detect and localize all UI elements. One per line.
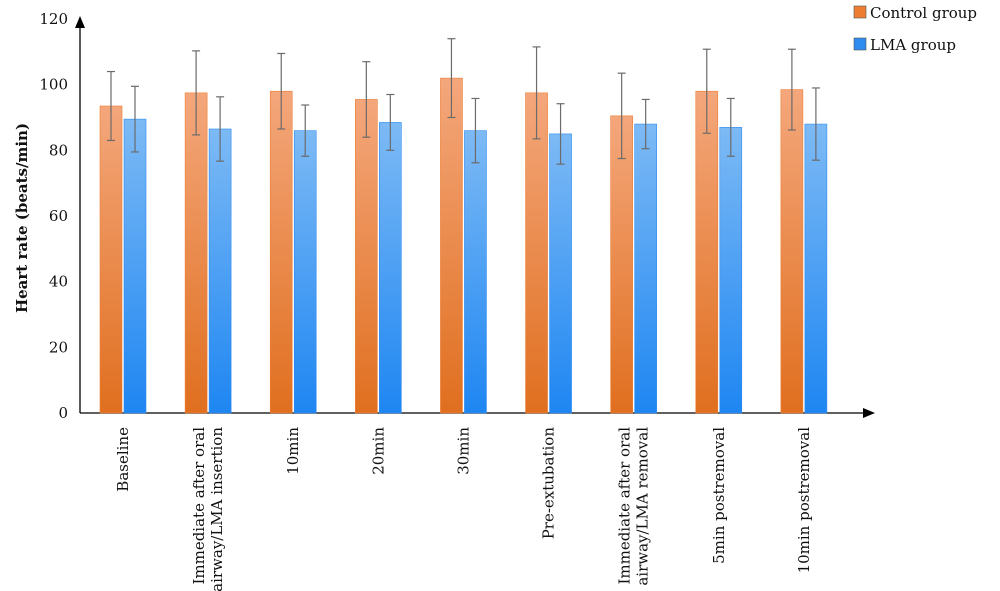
control-group-bar [184,92,208,414]
control-group-bar [780,89,804,414]
lma-group-error-bar [471,97,480,164]
x-category-label-line: airway/LMA insertion [208,427,226,591]
control-group-bar [610,115,633,414]
x-category-label-line: 30min [454,427,472,475]
y-tick-label: 40 [49,273,68,291]
x-category-label-line: Immediate after oral [616,427,634,585]
lma-group-bar [379,122,402,414]
x-category-label-line: 5min postremoval [710,427,728,564]
lma-group-bar [293,130,317,414]
x-category-label-line: Immediate after oral [190,427,208,585]
x-category-label: Immediate after oralairway/LMA removal [616,427,652,586]
lma-group-error-bar [386,93,395,151]
control-group-error-bar [192,50,201,136]
lma-group-bar [123,118,147,414]
error-bars [107,38,820,165]
y-tick-label: 0 [58,404,68,422]
x-category-label-line: Baseline [114,427,132,492]
y-tick-label: 80 [49,141,68,159]
x-category-label: 10min [284,427,302,475]
control-group-bar [355,99,378,414]
x-category-label-line: 10min [284,427,302,475]
x-category-label: Baseline [114,427,132,492]
x-category-label: Immediate after oralairway/LMA insertion [190,427,226,591]
y-axis-arrow [75,16,85,28]
control-group-error-bar [617,72,626,160]
x-category-label-line: 20min [369,427,387,475]
x-category-label-line: 10min postremoval [795,427,813,574]
legend-label-control: Control group [870,4,977,22]
x-category-label-line: Pre-extubation [540,427,558,540]
control-group-bar [99,105,123,414]
x-category-label: 5min postremoval [710,427,728,564]
control-group-bar [525,92,548,414]
lma-group-error-bar [811,87,820,161]
legend-swatch-control [853,5,867,19]
legend-label-lma: LMA group [870,36,956,54]
x-category-label: 20min [369,427,387,475]
lma-group-bar [804,123,828,414]
y-axis [75,16,85,413]
control-group-bar [695,90,719,414]
x-category-label: 30min [454,427,472,475]
control-group-bar [269,90,293,414]
control-group-bar [440,77,463,414]
lma-group-error-bar [726,97,735,157]
x-category-label-line: airway/LMA removal [634,427,652,586]
lma-group-error-bar [301,104,310,157]
control-group-error-bar [107,70,115,142]
y-tick-label: 100 [39,76,68,94]
lma-group-error-bar [131,85,139,153]
control-group-error-bar [447,38,456,119]
legend-swatch-lma [853,37,867,51]
x-category-label: Pre-extubation [540,427,558,540]
lma-group-bar [634,123,657,414]
control-group-error-bar [277,52,286,130]
bars [99,77,828,414]
control-group-error-bar [362,61,371,138]
lma-group-error-bar [216,96,225,162]
control-group-error-bar [702,48,711,134]
lma-group-bar [549,133,572,414]
lma-group-bar [719,127,743,414]
y-tick-label: 60 [49,207,68,225]
y-axis-title: Heart rate (beats/min) [13,123,31,313]
legend: Control group LMA group [853,4,977,54]
lma-group-bar [208,128,232,414]
control-group-error-bar [787,48,796,131]
y-tick-label: 120 [39,10,68,28]
y-tick-labels: 0 20 40 60 80 100 120 [39,10,68,422]
lma-group-error-bar [556,103,565,165]
x-category-label: 10min postremoval [795,427,813,574]
x-category-labels: Baseline Immediate after oralairway/LMA i… [114,427,813,591]
lma-group-error-bar [641,98,650,150]
control-group-error-bar [532,46,541,140]
y-tick-label: 20 [49,338,68,356]
x-axis-arrow [863,408,875,418]
lma-group-bar [464,130,487,414]
